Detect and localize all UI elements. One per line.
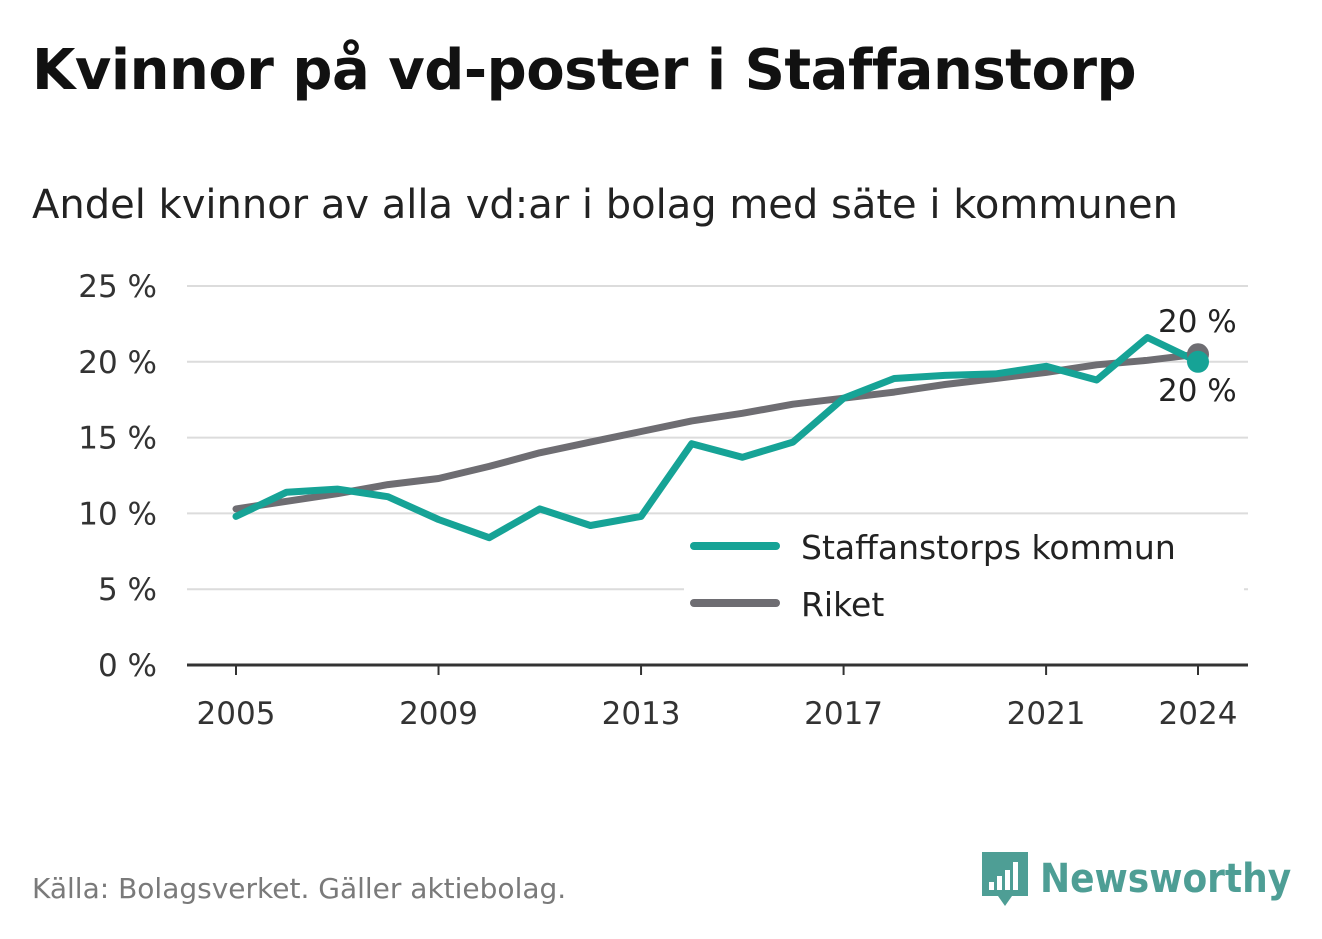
chart-title: Kvinnor på vd-poster i Staffanstorp: [32, 38, 1137, 103]
brand-logo: Newsworthy: [980, 850, 1291, 908]
legend-label-riket: Riket: [801, 585, 884, 624]
x-tick-label: 2024: [1159, 696, 1238, 732]
brand-name: Newsworthy: [1040, 856, 1292, 902]
end-label-kommun: 20 %: [1158, 373, 1237, 409]
y-tick-label: 25 %: [78, 269, 157, 305]
series-lines: [232, 334, 1202, 542]
end-points: [1187, 343, 1209, 373]
x-axis-ticks: 2005 2009 2013 2017 2021 2024: [197, 665, 1238, 732]
y-tick-label: 15 %: [78, 421, 157, 457]
y-tick-label: 0 %: [98, 648, 157, 684]
x-tick-label: 2017: [804, 696, 883, 732]
chart-subtitle: Andel kvinnor av alla vd:ar i bolag med …: [32, 182, 1178, 228]
end-label-riket: 20 %: [1158, 304, 1237, 340]
x-tick-label: 2021: [1007, 696, 1086, 732]
y-tick-label: 20 %: [78, 345, 157, 381]
end-point-kommun: [1187, 350, 1209, 373]
legend: Staffanstorps kommun Riket: [684, 515, 1244, 645]
y-tick-label: 10 %: [78, 496, 157, 532]
y-axis-ticks: 0 % 5 % 10 % 15 % 20 % 25 %: [78, 269, 157, 684]
newsworthy-icon: [982, 852, 1028, 906]
series-line-riket: [232, 350, 1202, 513]
x-tick-label: 2013: [602, 696, 681, 732]
legend-background: [684, 515, 1244, 645]
x-tick-label: 2005: [197, 696, 276, 732]
series-line-kommun: [232, 334, 1202, 542]
y-tick-label: 5 %: [98, 572, 157, 608]
legend-label-kommun: Staffanstorps kommun: [801, 528, 1176, 567]
source-note: Källa: Bolagsverket. Gäller aktiebolag.: [32, 872, 567, 905]
x-tick-label: 2009: [399, 696, 478, 732]
